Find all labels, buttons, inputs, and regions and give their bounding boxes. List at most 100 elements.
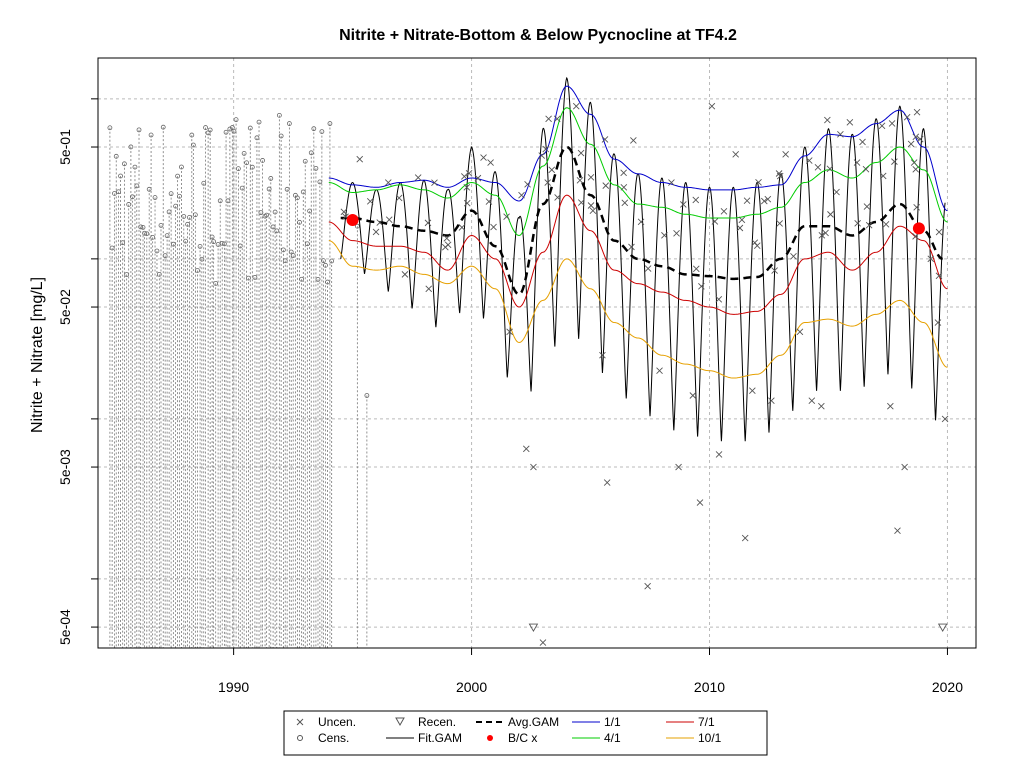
uncensored-point [620,183,628,191]
uncensored-mark [576,177,584,184]
uncensored-mark [480,154,487,161]
censored-point [297,219,302,225]
censored-point [317,179,323,185]
censored-point [227,126,233,132]
uncensored-mark [912,166,920,173]
uncensored-mark [760,197,768,205]
series-line-avg-gam [340,145,943,296]
uncensored-point [935,228,943,236]
uncensored-mark [548,166,556,174]
uncensored-mark [775,170,783,177]
censored-point [299,276,304,282]
uncensored-mark [463,183,471,191]
censored-point [129,194,135,200]
uncensored-mark [715,451,723,458]
uncensored-mark [542,145,550,153]
censored-point [244,160,250,166]
censored-point [270,224,276,230]
x-axis: 1990 2000 2010 2020 [218,647,963,695]
censored-point [260,158,265,163]
uncensored-mark [912,133,920,141]
uncensored-mark [894,527,901,535]
fit-gam-line [340,76,946,442]
censored-point [223,129,229,135]
uncensored-point [530,463,537,471]
censored-point [286,121,292,126]
censored-point [170,241,176,247]
censored-point [168,191,174,197]
censored-point [233,117,239,123]
uncensored-mark [822,229,829,237]
uncensored-mark [878,122,886,130]
censored-point [140,225,146,230]
legend-label: 10/1 [698,731,722,745]
uncensored-point [854,220,861,227]
uncensored-mark [679,201,687,208]
uncensored-point [888,120,896,127]
uncensored-point [859,138,866,146]
censored-point [120,240,126,246]
uncensored-point [487,159,494,166]
uncensored-mark [577,199,585,206]
uncensored-mark [755,178,762,186]
legend-item-avg-gam: Avg.GAM [476,715,559,729]
censored-point [187,214,192,220]
censored-point [235,166,241,172]
uncensored-point [522,445,530,453]
uncensored-mark [474,174,482,182]
uncensored-point [805,157,813,164]
uncensored-mark [545,115,552,123]
censored-point [364,393,370,398]
uncensored-point [887,402,894,410]
censored-point [325,279,330,285]
uncensored-point [837,131,844,138]
censored-point [195,268,200,273]
uncensored-mark [764,195,772,203]
censored-point [319,129,325,134]
uncensored-mark [518,191,525,199]
censored-point [166,209,172,215]
censored-point [175,173,181,179]
censored-point [142,230,147,236]
legend-item-recen-: Recen. [395,715,456,729]
uncensored-mark [506,328,513,336]
uncensored-point [764,195,772,203]
uncensored-point [863,203,871,210]
uncensored-mark [461,173,468,180]
uncensored-mark [753,242,761,250]
uncensored-mark [425,285,433,293]
censored-point [185,221,190,227]
uncensored-mark [927,255,935,263]
legend-triangle-symbol [395,717,405,727]
legend-item-uncen-: Uncen. [296,715,356,729]
uncensored-mark [827,211,834,218]
censored-point [132,164,138,170]
censored-point [231,128,237,134]
censored-point [189,132,195,138]
censored-point [162,253,168,259]
uncensored-mark [490,223,497,231]
legend-box [283,710,768,756]
uncensored-mark [696,499,704,506]
uncensored-point [879,172,887,180]
uncensored-point [577,199,585,206]
uncensored-mark [342,213,349,220]
uncensored-mark [837,131,844,138]
x-tick-label: 1990 [218,679,249,695]
uncensored-point [760,197,768,205]
uncensored-mark [708,102,716,110]
censored-point [264,212,270,218]
censored-point [136,127,142,133]
uncensored-mark [661,231,668,239]
uncensored-point [720,207,728,215]
censored-point [313,165,319,171]
censored-point [113,153,119,159]
uncensored-point [736,224,744,232]
uncensored-mark [340,208,348,216]
uncensored-mark [907,140,915,148]
uncensored-mark [865,221,873,229]
legend-label: Fit.GAM [418,731,462,745]
uncensored-point [577,149,585,157]
censored-point [323,262,328,268]
uncensored-point [401,271,409,278]
